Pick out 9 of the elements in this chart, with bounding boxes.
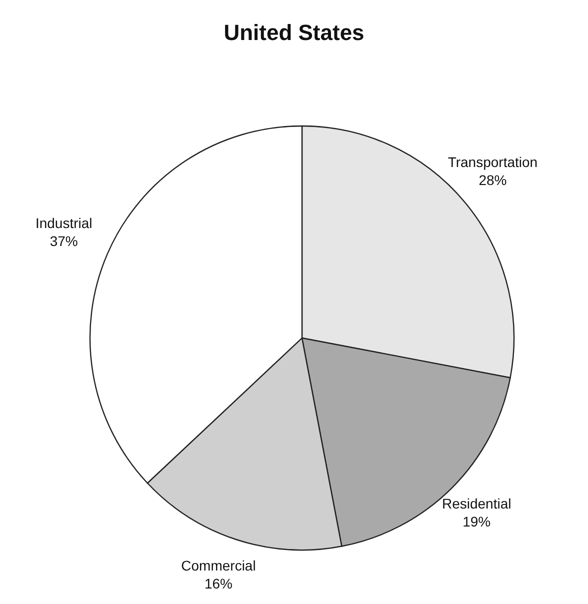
- slice-label: Residential: [442, 496, 512, 512]
- data-label: 37%: [50, 233, 78, 250]
- data-label: 19%: [462, 514, 491, 530]
- chart-title: United States: [224, 20, 364, 45]
- slice-label: Transportation: [448, 154, 538, 170]
- slice-label: Industrial: [35, 215, 92, 232]
- data-label: 28%: [478, 172, 507, 188]
- slice-label: Commercial: [181, 558, 256, 574]
- data-label: 16%: [204, 576, 233, 592]
